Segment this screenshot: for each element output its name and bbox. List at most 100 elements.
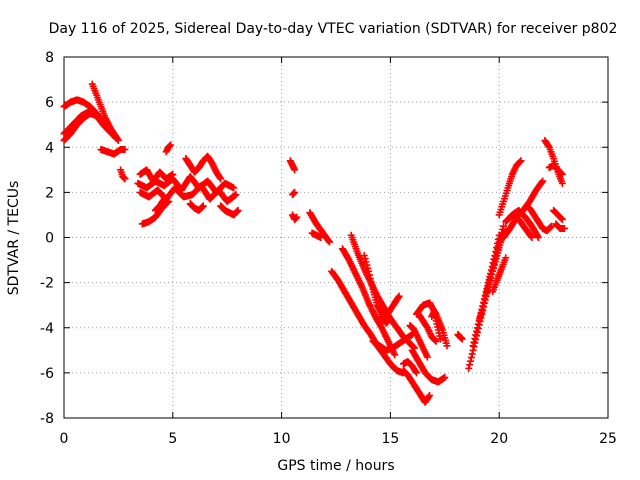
data-point — [425, 393, 433, 401]
data-point — [325, 237, 333, 245]
series-arc-l — [162, 141, 175, 156]
data-point — [363, 261, 371, 269]
series-arc-ap — [508, 206, 542, 241]
data-point — [490, 264, 498, 272]
data-point — [476, 312, 484, 320]
series-arc-q — [288, 188, 299, 199]
data-point — [291, 188, 299, 196]
data-point — [364, 264, 372, 272]
data-point — [365, 267, 373, 275]
data-point — [234, 206, 242, 214]
data-point — [432, 337, 440, 345]
data-points — [60, 80, 568, 406]
data-point — [169, 170, 177, 178]
series-arc-f — [117, 166, 129, 183]
data-point — [557, 169, 565, 177]
series-arc-p — [286, 157, 299, 174]
series-arc-d — [88, 80, 122, 144]
x-tick-label: 25 — [599, 431, 617, 447]
tick-labels: 0 5 10 15 20 25 -8 -6 -4 -2 0 2 4 6 8 — [40, 50, 617, 447]
data-point — [487, 274, 495, 282]
data-point — [114, 136, 122, 144]
data-point — [361, 255, 369, 263]
data-point — [471, 335, 479, 343]
data-point — [465, 364, 473, 372]
series-arc-au — [552, 220, 568, 232]
data-point — [517, 157, 525, 165]
data-point — [534, 232, 542, 240]
series-arc-ah — [454, 331, 466, 343]
data-point — [492, 255, 500, 263]
data-point — [485, 280, 493, 288]
data-point — [473, 324, 481, 332]
data-point — [560, 224, 568, 232]
series-arc-r — [288, 211, 301, 223]
data-point — [472, 331, 480, 339]
data-point — [473, 327, 481, 335]
y-tick-label: -6 — [40, 366, 54, 382]
series-arc-aq — [526, 204, 555, 235]
data-point — [547, 223, 555, 231]
data-point — [528, 234, 536, 241]
data-point — [483, 286, 491, 294]
series-arc-o — [217, 202, 242, 219]
data-point — [469, 342, 477, 350]
series-arc-c — [60, 107, 112, 138]
data-point — [413, 369, 421, 377]
x-tick-label: 0 — [60, 431, 69, 447]
data-point — [362, 258, 370, 266]
data-point — [488, 271, 496, 279]
data-point — [458, 335, 466, 343]
data-point — [230, 184, 238, 192]
data-point — [502, 254, 510, 262]
data-point — [476, 315, 484, 323]
data-point — [558, 215, 566, 223]
data-point — [534, 234, 542, 241]
data-point — [467, 354, 475, 362]
data-point — [366, 271, 374, 279]
series-arc-al — [489, 254, 510, 296]
data-point — [466, 361, 474, 369]
data-point — [366, 275, 374, 283]
x-tick-label: 20 — [490, 431, 508, 447]
data-point — [426, 391, 434, 399]
series-arc-aa — [399, 367, 434, 406]
y-tick-label: 6 — [45, 95, 54, 111]
grid-lines — [64, 57, 608, 418]
data-point — [482, 293, 490, 301]
data-point — [557, 215, 565, 223]
data-point — [386, 315, 394, 323]
data-point — [558, 170, 566, 178]
data-point — [527, 232, 535, 240]
series-arc-v — [339, 245, 399, 359]
data-point — [436, 335, 444, 343]
data-point — [164, 197, 172, 205]
data-point — [386, 316, 394, 324]
y-tick-label: -8 — [40, 411, 54, 427]
data-point — [477, 308, 485, 316]
series-arc-t — [308, 229, 325, 241]
series-arc-e — [97, 146, 129, 158]
series-arc-ae — [415, 310, 440, 345]
data-point — [489, 267, 497, 275]
series-arc-ar — [541, 136, 566, 187]
data-point — [479, 302, 487, 310]
data-point — [217, 175, 225, 183]
data-point — [368, 282, 376, 290]
data-point — [325, 238, 333, 246]
x-axis-label: GPS time / hours — [277, 458, 394, 474]
series-arc-m — [182, 152, 225, 183]
data-point — [483, 289, 491, 297]
y-tick-label: -4 — [40, 321, 54, 337]
data-point — [367, 278, 375, 286]
series-arc-ag — [428, 308, 444, 343]
series-arc-am — [495, 157, 525, 219]
data-point — [293, 213, 301, 221]
data-point — [159, 196, 167, 204]
data-point — [481, 296, 489, 304]
plot-frame — [63, 56, 609, 419]
series-arc-h — [136, 182, 240, 205]
y-tick-label: -2 — [40, 276, 54, 292]
data-point — [539, 177, 547, 185]
